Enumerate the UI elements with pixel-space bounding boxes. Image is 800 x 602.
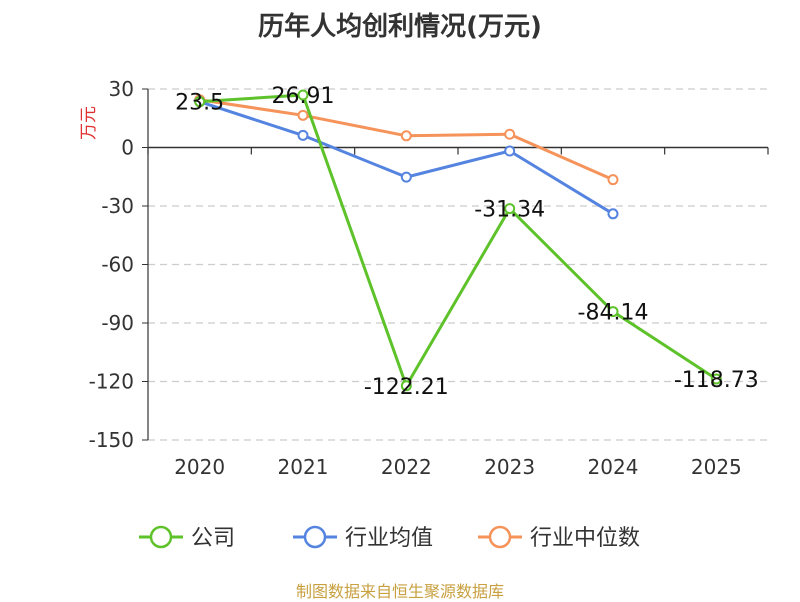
legend-label: 行业中位数 [530,526,640,551]
legend-marker [488,525,512,549]
y-tick-label: -90 [101,311,134,335]
data-point [710,373,722,385]
source-footer: 制图数据来自恒生聚源数据库 [295,582,504,601]
data-point [607,208,619,220]
data-label: 26.91 [272,84,335,109]
x-tick-label: 2025 [691,455,742,479]
y-tick-label: -150 [89,428,134,452]
data-point [504,203,516,215]
y-tick-label: -30 [101,194,134,218]
data-point [400,380,412,392]
axes: 30 0 -30 -60 -90 -120 -150 2020 2021 2022 2023 2024… [79,77,769,479]
data-point [297,89,309,101]
legend-label: 公司 [191,526,235,551]
x-tick-label: 2024 [588,455,639,479]
data-point [400,130,412,142]
y-axis-title: 万元 [79,106,99,140]
legend-label: 行业均值 [345,526,433,551]
data-label: -31.34 [474,198,545,223]
chart-title: 历年人均创利情况(万元) [258,12,542,42]
data-label: -122.21 [364,375,449,400]
legend-marker [303,525,327,549]
legend-marker [149,525,173,549]
data-point [194,96,206,108]
series-lines [194,89,722,392]
x-tick-label: 2023 [484,455,535,479]
x-tick-label: 2022 [381,455,432,479]
grid-lines [148,88,768,441]
y-tick-label: -60 [101,253,134,277]
data-point [504,145,516,157]
data-point [400,171,412,183]
data-point [504,128,516,140]
y-tick-label: -120 [89,370,134,394]
data-point [607,306,619,318]
data-label: -118.73 [674,368,759,393]
data-label: 23.5 [175,91,224,116]
series-line [199,100,614,216]
series-line [199,93,718,388]
x-tick-label: 2020 [174,455,225,479]
data-point [607,174,619,186]
data-labels: 23.5 26.91 -122.21 -31.34 -84.14 -118.73 [175,84,759,400]
y-tick-label: 30 [109,77,134,101]
legend: 公司 行业均值 行业中位数 [139,525,640,551]
data-point [297,129,309,141]
data-point [297,109,309,121]
y-tick-label: 0 [121,136,134,160]
x-tick-label: 2021 [278,455,329,479]
data-label: -84.14 [578,301,649,326]
